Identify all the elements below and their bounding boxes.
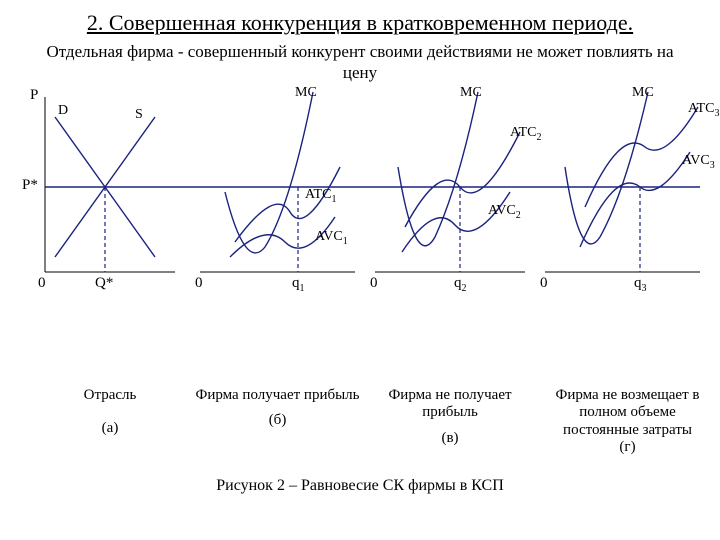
diagram: P P* D S 0 Q* <box>0 87 720 387</box>
page-subtitle: Отдельная фирма - совершенный конкурент … <box>0 36 720 87</box>
caption-c-letter: (в) <box>365 430 535 447</box>
label-AVC1: AVC1 <box>315 229 348 247</box>
label-q1: q1 <box>292 275 305 294</box>
label-q3: q3 <box>634 275 647 294</box>
label-zero-c: 0 <box>370 275 378 292</box>
caption-c-title: Фирма не получает прибыль <box>365 387 535 422</box>
label-zero-d: 0 <box>540 275 548 292</box>
caption-b: Фирма получает прибыль (б) <box>195 387 360 430</box>
caption-d-title: Фирма не возмещает в полном объеме посто… <box>540 387 715 439</box>
caption-d: Фирма не возмещает в полном объеме посто… <box>540 387 715 456</box>
label-AVC2: AVC2 <box>488 203 521 221</box>
label-MC-c: MC <box>460 85 482 101</box>
caption-a-letter: (а) <box>40 420 180 437</box>
label-q2: q2 <box>454 275 467 294</box>
caption-a: Отрасль (а) <box>40 387 180 438</box>
panel-d: MC ATC3 AVC3 0 q3 <box>540 97 710 287</box>
caption-b-letter: (б) <box>195 412 360 429</box>
label-zero-b: 0 <box>195 275 203 292</box>
caption-a-title: Отрасль <box>40 387 180 404</box>
label-AVC3: AVC3 <box>682 153 715 171</box>
label-ATC1: ATC1 <box>305 187 336 205</box>
page-title: 2. Совершенная конкуренция в кратковреме… <box>0 0 720 36</box>
caption-c: Фирма не получает прибыль (в) <box>365 387 535 447</box>
label-ATC2: ATC2 <box>510 125 541 143</box>
panel-c: MC ATC2 AVC2 0 q2 <box>370 97 530 287</box>
label-MC-b: MC <box>295 85 317 101</box>
caption-b-title: Фирма получает прибыль <box>195 387 360 404</box>
panel-b: MC ATC1 AVC1 0 q1 <box>195 97 360 287</box>
label-MC-d: MC <box>632 85 654 101</box>
caption-d-letter: (г) <box>540 439 715 456</box>
label-ATC3: ATC3 <box>688 101 719 119</box>
